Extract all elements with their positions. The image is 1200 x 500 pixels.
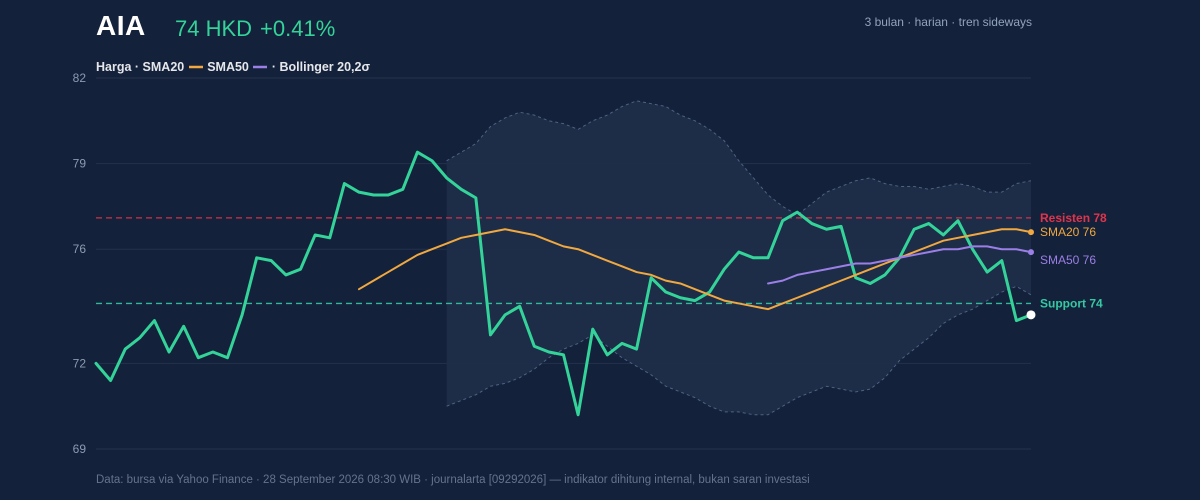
sma50-end-marker — [1028, 249, 1034, 256]
legend-separator: · — [268, 60, 280, 74]
price-value: 74 HKD — [175, 16, 253, 41]
end-labels: Resisten 78 Support 74 SMA20 76 SMA50 76 — [1040, 211, 1107, 311]
ticker-symbol: AIA — [96, 10, 146, 41]
y-tick-label: 69 — [73, 442, 87, 456]
y-tick-label: 72 — [73, 356, 87, 370]
price-change: +0.41% — [260, 16, 336, 41]
sma20-line — [357, 228, 1032, 311]
price-end-marker — [1026, 310, 1036, 320]
sma20-end-label: SMA20 76 — [1040, 225, 1096, 239]
legend-sma50: SMA50 — [207, 60, 249, 74]
price-line — [94, 150, 1033, 417]
price-quote: 74 HKD +0.41% — [175, 16, 343, 42]
y-tick-label: 76 — [73, 242, 87, 256]
bollinger-lower-line — [446, 285, 1032, 416]
sma50-end-label: SMA50 76 — [1040, 253, 1096, 267]
resistance-label: Resisten 78 — [1040, 211, 1107, 225]
y-tick-label: 82 — [73, 71, 87, 85]
legend-separator: · — [131, 60, 143, 74]
sma20-end-marker — [1028, 229, 1034, 236]
y-tick-label: 79 — [73, 157, 87, 171]
support-label: Support 74 — [1040, 296, 1103, 310]
legend-sma20: SMA20 — [142, 60, 185, 74]
chart-context: 3 bulan · harian · tren sideways — [864, 15, 1032, 29]
bollinger-band-fill — [446, 100, 1031, 415]
indicator-lines — [94, 150, 1036, 417]
legend-sma20-swatch — [188, 65, 203, 69]
legend-bollinger: Bollinger 20,2σ — [279, 60, 371, 74]
bollinger-upper-line — [446, 100, 1032, 216]
sma50-line — [767, 245, 1032, 285]
legend-sma50-swatch — [253, 65, 268, 69]
bollinger-band — [446, 100, 1032, 416]
legend-price: Harga — [96, 60, 132, 74]
source-footer: Data: bursa via Yahoo Finance · 28 Septe… — [96, 474, 810, 486]
level-lines — [96, 217, 1031, 305]
chart-legend: Harga · SMA20 SMA50 · Bollinger 20,2σ — [96, 60, 370, 74]
